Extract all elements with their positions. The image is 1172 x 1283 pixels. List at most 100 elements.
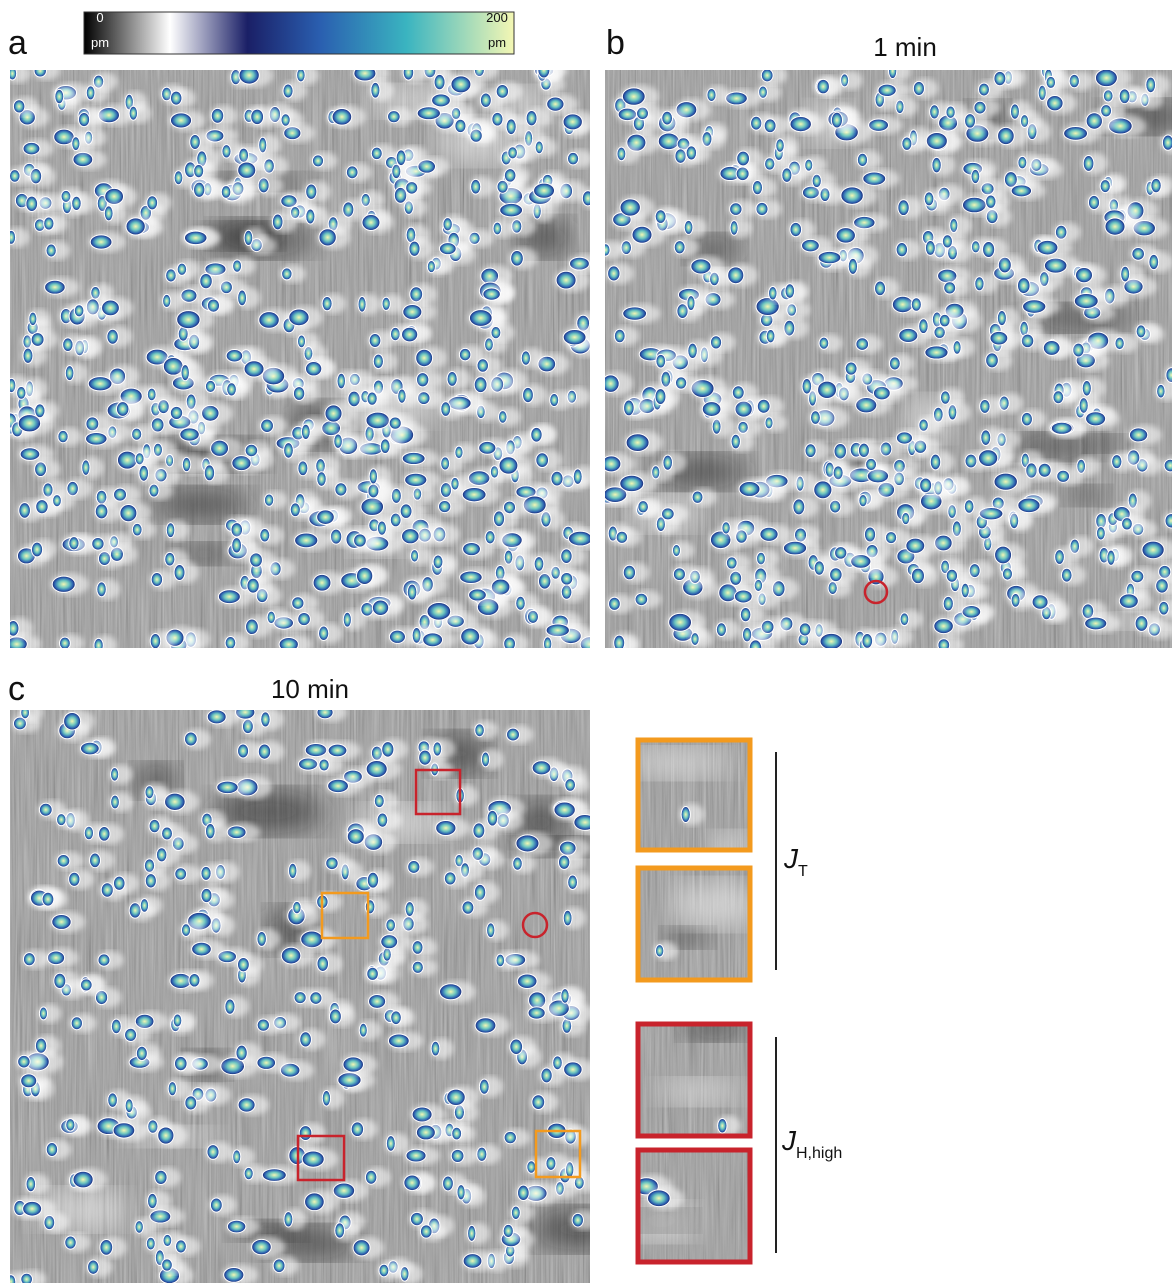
molecule	[147, 196, 158, 210]
molecule	[439, 500, 451, 512]
molecule	[105, 188, 124, 204]
molecule	[1146, 77, 1156, 93]
molecule	[114, 876, 126, 890]
figure: 0 pm 200 pm a b 1 min c 10 min JT JH,hig…	[0, 0, 1172, 1283]
molecule	[390, 327, 400, 340]
molecule	[785, 284, 795, 299]
molecule	[475, 724, 485, 737]
molecule	[820, 633, 843, 649]
molecule	[317, 510, 335, 525]
molecule	[830, 568, 842, 582]
molecule	[602, 456, 621, 472]
molecule	[382, 297, 390, 310]
molecule	[302, 1151, 324, 1167]
molecule	[116, 402, 129, 417]
afm-image	[599, 60, 1172, 658]
molecule	[423, 633, 443, 647]
molecule	[273, 1259, 285, 1273]
molecule	[259, 312, 280, 329]
molecule	[463, 1254, 482, 1269]
molecule	[632, 226, 652, 243]
molecule	[281, 114, 290, 126]
panel-title: 10 min	[271, 674, 349, 704]
molecule	[687, 296, 695, 311]
molecule	[317, 472, 326, 487]
molecule	[463, 542, 481, 555]
molecule	[9, 170, 20, 183]
molecule	[391, 1011, 402, 1025]
molecule	[289, 863, 297, 878]
molecule	[39, 1007, 47, 1020]
molecule	[150, 633, 160, 648]
molecule	[614, 329, 625, 343]
molecule	[534, 557, 544, 572]
molecule	[836, 228, 855, 243]
molecule	[175, 1240, 186, 1253]
molecule	[730, 221, 738, 236]
molecule	[944, 282, 956, 294]
molecule	[34, 65, 46, 77]
molecule	[379, 1264, 389, 1277]
molecule	[570, 257, 590, 270]
molecule	[166, 269, 177, 282]
molecule	[538, 573, 550, 589]
molecule	[111, 795, 120, 809]
halo	[6, 64, 30, 83]
molecule	[358, 297, 366, 313]
molecule	[177, 263, 186, 275]
molecule	[447, 1089, 466, 1105]
molecule	[69, 537, 79, 550]
molecule	[246, 619, 259, 635]
molecule	[510, 1039, 523, 1054]
molecule	[830, 500, 841, 513]
molecule	[655, 210, 666, 224]
molecule	[487, 923, 495, 938]
molecule	[911, 568, 924, 584]
molecule	[440, 984, 462, 1000]
light-region	[654, 1079, 742, 1105]
panel-label: c	[8, 670, 25, 708]
molecule	[950, 218, 958, 232]
molecule	[503, 1224, 513, 1237]
molecule	[222, 145, 231, 158]
molecule	[995, 546, 1012, 564]
molecule	[487, 810, 497, 826]
molecule	[561, 989, 569, 1004]
molecule	[386, 1136, 395, 1152]
molecule	[563, 114, 582, 130]
molecule	[95, 504, 108, 519]
molecule	[293, 901, 301, 913]
molecule	[953, 341, 961, 355]
molecule	[902, 137, 912, 150]
molecule	[162, 827, 173, 840]
molecule	[158, 1127, 174, 1144]
molecule	[26, 1176, 36, 1191]
molecule	[848, 258, 857, 274]
molecule	[374, 794, 384, 807]
molecule	[126, 218, 145, 235]
molecule	[165, 793, 186, 810]
molecule	[174, 171, 183, 185]
molecule	[1018, 156, 1027, 169]
panel-label: b	[606, 24, 625, 62]
molecule	[21, 1074, 37, 1088]
molecule	[343, 612, 351, 627]
molecule	[305, 743, 327, 756]
molecule	[491, 326, 501, 338]
molecule	[298, 612, 311, 625]
molecule	[805, 159, 813, 171]
molecule	[1018, 498, 1040, 513]
molecule	[46, 244, 56, 257]
molecule	[181, 365, 189, 381]
molecule	[261, 419, 274, 432]
molecule	[227, 1220, 245, 1233]
molecule	[940, 391, 950, 404]
molecule	[799, 623, 811, 636]
molecule	[534, 183, 555, 198]
molecule	[354, 66, 376, 81]
molecule	[1079, 398, 1088, 414]
molecule	[793, 499, 805, 515]
molecule	[979, 83, 990, 96]
molecule	[783, 541, 806, 555]
molecule	[493, 222, 502, 235]
